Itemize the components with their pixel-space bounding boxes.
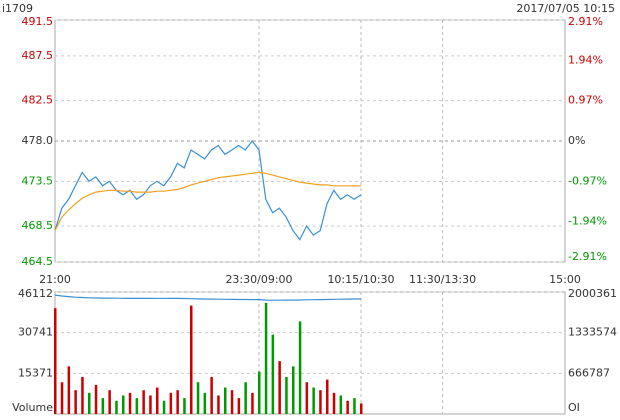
volume-bar [326,379,329,414]
x-tick-label: 23:30/09:00 [225,273,292,286]
volume-bar [353,398,356,414]
volume-bar [54,308,57,414]
y-tick-label: 46112 [18,287,53,300]
price-line [54,171,361,231]
y-tick-label: 30741 [18,326,53,339]
x-tick-label: 21:00 [39,273,71,286]
y2-tick-label: 2000361 [568,287,617,300]
volume-bar [88,392,91,414]
volume-bar [210,376,213,414]
price-line [54,140,362,241]
y-axis-label: Volume [12,401,53,414]
volume-bar [224,387,227,414]
y2-tick-label: 666787 [568,366,610,379]
volume-bar [122,395,125,414]
y-tick-label: 15371 [18,366,53,379]
symbol: i1709 [2,2,33,15]
y-tick-label: 482.5 [22,94,54,107]
volume-bar [319,390,322,414]
volume-bar [142,390,145,414]
y-tick-label: 491.5 [22,15,54,28]
x-tick-label: 11:30/13:30 [409,273,476,286]
volume-bar [237,398,241,414]
volume-bar [230,390,234,414]
oi-line [54,294,362,301]
y-tick-label: 487.5 [22,49,54,62]
volume-bar [128,392,132,414]
volume-bar [67,366,71,414]
volume-bar [169,392,173,414]
volume-bar [292,366,295,414]
volume-bar [278,361,281,414]
volume-bar [183,398,186,414]
y2-tick-label: -1.94% [568,215,607,228]
volume-bar [60,382,64,414]
volume-bar [332,392,336,414]
volume-bar [81,376,84,414]
volume-bar [101,398,105,414]
volume-bar [258,371,261,414]
datetime: 2017/07/05 10:15 [516,2,615,15]
volume-bar [285,376,288,414]
y2-tick-label: 0.97% [568,94,603,107]
volume-bar [156,387,159,414]
volume-bar [74,390,77,414]
volume-bar [203,392,207,414]
volume-frame [54,291,566,415]
y-tick-label: 468.5 [22,219,54,232]
volume-bar [149,395,152,414]
y2-tick-label: 1.94% [568,53,603,66]
volume-bar [244,382,247,414]
volume-bar [115,400,118,414]
y2-tick-label: -2.91% [568,250,607,263]
volume-bar [162,400,166,414]
volume-bar [339,395,343,414]
volume-bar [305,382,309,414]
y-tick-label: 473.5 [22,174,54,187]
y2-tick-label: 2.91% [568,15,603,28]
volume-bar [176,390,179,414]
volume-bar [360,403,363,414]
volume-bar [346,400,349,414]
y2-tick-label: 0% [568,134,585,147]
volume-bar [108,390,111,414]
volume-bar [271,334,275,414]
y2-tick-label: -0.97% [568,174,607,187]
volume-bar [196,382,200,414]
y-tick-label: 464.5 [22,255,54,268]
volume-bar [251,392,254,414]
x-tick-label: 10:15/10:30 [327,273,394,286]
volume-bar [94,384,98,414]
volume-bar [312,387,315,414]
volume-bar [135,398,139,414]
y-tick-label: 478.0 [22,134,54,147]
volume-bar [264,302,268,414]
y2-axis-label: OI [568,401,580,414]
y2-tick-label: 1333574 [568,326,617,339]
volume-bar [190,305,193,414]
x-tick-label: 15:00 [549,273,581,286]
volume-bar [217,395,220,414]
volume-bar [298,321,302,414]
